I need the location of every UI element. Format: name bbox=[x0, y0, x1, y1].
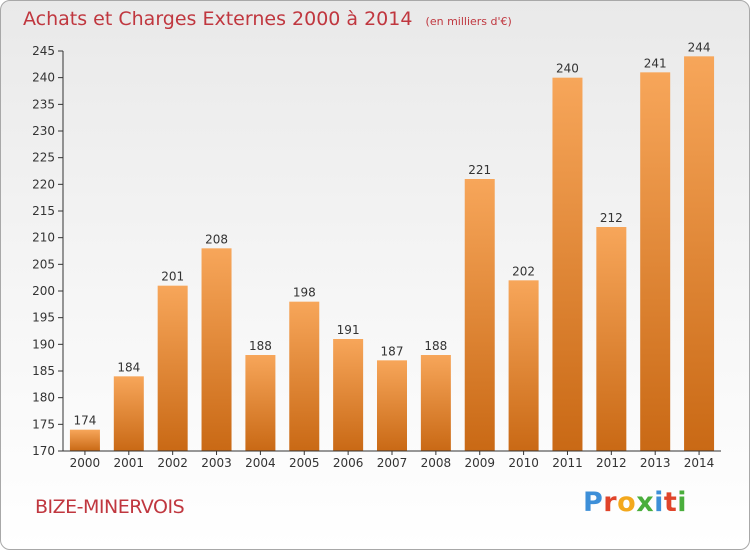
bar-value-label: 174 bbox=[73, 414, 96, 428]
y-tick-label: 185 bbox=[32, 364, 55, 378]
x-tick-label: 2008 bbox=[421, 456, 452, 470]
bar bbox=[289, 301, 320, 451]
x-tick-label: 2003 bbox=[201, 456, 232, 470]
x-axis: 2000 2001 2002 2003 2004 2005 2006 2007 2008 2009… bbox=[63, 450, 721, 470]
bar bbox=[69, 429, 100, 451]
y-axis: 170 175 180 185 190 195 200 205 210 215 220 225 230 2… bbox=[32, 44, 64, 458]
bar bbox=[157, 285, 188, 451]
brand-letter: x bbox=[636, 487, 655, 518]
y-tick-label: 210 bbox=[32, 231, 55, 245]
chart-subtitle: (en milliers d'€) bbox=[425, 15, 512, 28]
chart-title: Achats et Charges Externes 2000 à 2014 bbox=[23, 8, 413, 30]
x-tick-label: 2002 bbox=[157, 456, 188, 470]
x-tick-label: 2010 bbox=[508, 456, 539, 470]
brand-letter: P bbox=[583, 487, 604, 518]
bar-value-label: 221 bbox=[468, 163, 491, 177]
brand-letter: o bbox=[617, 487, 637, 518]
bar-value-label: 191 bbox=[337, 323, 360, 337]
proxiti-logo: Proxiti bbox=[583, 487, 687, 518]
x-tick-label: 2013 bbox=[640, 456, 671, 470]
bar bbox=[377, 360, 407, 451]
brand-letter: i bbox=[677, 487, 688, 518]
bars: 174 184 201 208 188 198 191 187 188 221 202 240 212 2… bbox=[69, 40, 715, 452]
title-row: Achats et Charges Externes 2000 à 2014 (… bbox=[23, 8, 512, 30]
bar-value-label: 184 bbox=[117, 360, 140, 374]
bar bbox=[508, 280, 539, 451]
bar-value-label: 244 bbox=[688, 40, 711, 54]
y-tick-label: 225 bbox=[32, 151, 55, 165]
y-tick-label: 235 bbox=[32, 97, 55, 111]
brand-letter: i bbox=[654, 487, 664, 518]
x-tick-label: 2004 bbox=[245, 456, 276, 470]
bar bbox=[552, 77, 583, 452]
y-tick-label: 230 bbox=[32, 124, 55, 138]
bar-value-label: 241 bbox=[644, 56, 667, 70]
y-tick-label: 220 bbox=[32, 177, 55, 191]
y-tick-label: 200 bbox=[32, 284, 55, 298]
y-tick-label: 245 bbox=[32, 44, 55, 58]
bar bbox=[640, 72, 671, 451]
x-tick-label: 2014 bbox=[684, 456, 715, 470]
bar bbox=[201, 248, 232, 451]
x-tick-label: 2011 bbox=[552, 456, 583, 470]
y-tick-label: 180 bbox=[32, 391, 55, 405]
bar bbox=[113, 376, 144, 451]
bar-value-label: 188 bbox=[424, 339, 447, 353]
bar-value-label: 208 bbox=[205, 232, 228, 246]
y-tick-label: 170 bbox=[32, 444, 55, 458]
bar bbox=[420, 355, 451, 451]
bar-value-label: 240 bbox=[556, 62, 579, 76]
bar-value-label: 202 bbox=[512, 264, 535, 278]
bar-value-label: 198 bbox=[293, 286, 316, 300]
bar bbox=[464, 179, 495, 451]
bar bbox=[684, 56, 715, 451]
x-tick-label: 2001 bbox=[114, 456, 145, 470]
y-tick-label: 205 bbox=[32, 257, 55, 271]
x-tick-label: 2000 bbox=[70, 456, 101, 470]
x-tick-label: 2005 bbox=[289, 456, 320, 470]
x-tick-label: 2007 bbox=[377, 456, 408, 470]
y-tick-label: 240 bbox=[32, 71, 55, 85]
x-tick-label: 2006 bbox=[333, 456, 364, 470]
bar-value-label: 188 bbox=[249, 339, 272, 353]
x-tick-label: 2012 bbox=[596, 456, 627, 470]
y-tick-label: 215 bbox=[32, 204, 55, 218]
bar-value-label: 187 bbox=[381, 344, 404, 358]
bar bbox=[333, 339, 364, 451]
y-tick-label: 195 bbox=[32, 311, 55, 325]
brand-letter: t bbox=[663, 487, 678, 518]
commune-name: BIZE-MINERVOIS bbox=[35, 496, 185, 518]
y-tick-label: 190 bbox=[32, 337, 55, 351]
bar bbox=[596, 227, 627, 451]
x-tick-label: 2009 bbox=[464, 456, 495, 470]
bar-value-label: 212 bbox=[600, 211, 623, 225]
bar bbox=[245, 355, 276, 451]
brand-letter: r bbox=[603, 487, 618, 518]
y-tick-label: 175 bbox=[32, 417, 55, 431]
bar-value-label: 201 bbox=[161, 270, 184, 284]
